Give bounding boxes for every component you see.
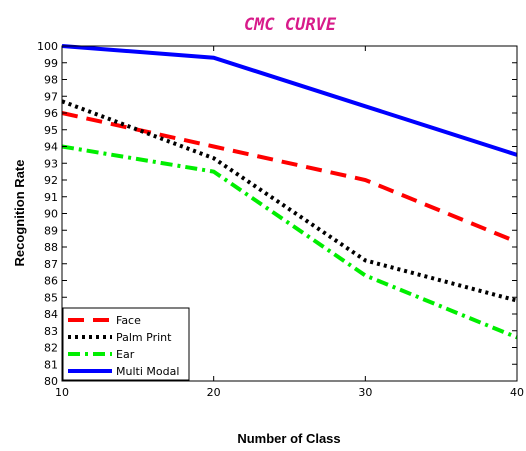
legend-label: Palm Print [116,331,172,344]
y-axis-title: Recognition Rate [12,160,27,267]
y-tick-label: 82 [44,342,58,355]
y-tick-label: 100 [37,40,58,53]
y-tick-label: 95 [44,124,58,137]
y-tick-label: 84 [44,308,58,321]
y-tick-label: 97 [44,90,58,103]
y-tick-label: 92 [44,174,58,187]
y-axis: 80 81 82 83 84 85 86 87 88 89 90 91 92 93 94 95 96 97 98 99… [37,40,517,388]
series-line-palm-print [61,99,518,303]
x-tick-label: 40 [510,386,524,399]
series-layer [61,44,518,340]
legend-label: Multi Modal [116,365,179,378]
x-axis-title: Number of Class [237,431,340,446]
x-tick-label: 10 [55,386,69,399]
series-line-face [61,111,518,244]
legend-label: Face [116,314,141,327]
x-tick-label: 20 [207,386,221,399]
y-tick-label: 80 [44,375,58,388]
x-axis: 10 20 30 40 [55,46,524,399]
y-tick-label: 93 [44,157,58,170]
y-tick-label: 86 [44,275,58,288]
y-tick-label: 98 [44,74,58,87]
y-tick-label: 91 [44,191,58,204]
x-tick-label: 30 [358,386,372,399]
y-tick-label: 81 [44,358,58,371]
legend: Face Palm Print Ear Multi Modal [62,307,190,381]
y-tick-label: 96 [44,107,58,120]
legend-label: Ear [116,348,135,361]
y-tick-label: 94 [44,141,58,154]
series-line-ear [61,144,518,340]
y-tick-label: 99 [44,57,58,70]
y-tick-label: 83 [44,325,58,338]
y-tick-label: 87 [44,258,58,271]
y-tick-label: 89 [44,224,58,237]
y-tick-label: 88 [44,241,58,254]
y-tick-label: 85 [44,291,58,304]
series-line-multi-modal [61,44,518,157]
chart-title: CMC CURVE [244,15,337,35]
y-tick-label: 90 [44,208,58,221]
